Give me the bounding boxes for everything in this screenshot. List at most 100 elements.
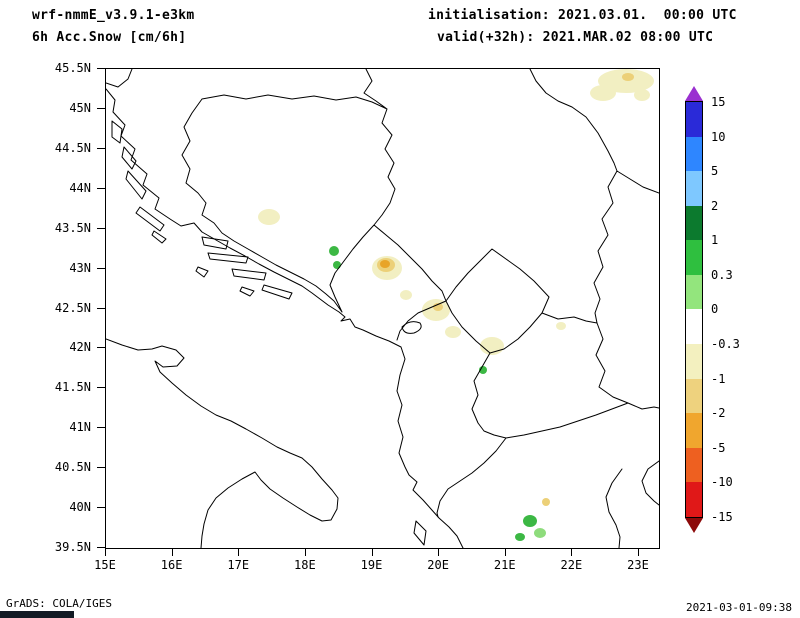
lat-label: 41.5N: [54, 380, 91, 395]
lat-label: 43.5N: [54, 220, 91, 235]
colorbar-label: -5: [711, 440, 726, 455]
lat-label: 40N: [69, 500, 91, 515]
lon-tick: [238, 548, 240, 556]
colorbar-segment: [686, 378, 702, 414]
lat-tick: [97, 467, 105, 469]
lat-label: 42.5N: [54, 300, 91, 315]
snow-patch: [329, 246, 339, 256]
init-time-label: initialisation: 2021.03.01. 00:00 UTC: [428, 8, 737, 23]
lat-label: 44N: [69, 180, 91, 195]
snow-patch: [634, 89, 650, 101]
snow-shaded-patches: [258, 69, 654, 541]
colorbar-segment: [686, 413, 702, 448]
lon-label: 22E: [560, 558, 583, 572]
colorbar-segment: [686, 309, 702, 345]
lat-tick: [97, 187, 105, 189]
colorbar-label: 10: [711, 129, 726, 144]
colorbar-label: 15: [711, 95, 726, 109]
colorbar-label: 1: [711, 233, 719, 248]
lon-label: 16E: [160, 558, 183, 572]
lon-label: 23E: [627, 558, 649, 572]
snow-patch: [445, 326, 461, 338]
lon-label: 21E: [493, 558, 516, 572]
lon-tick: [171, 548, 173, 556]
lon-label: 15E: [94, 558, 116, 572]
model-title: wrf-nmmE_v3.9.1-e3km: [32, 8, 195, 23]
lon-tick: [438, 548, 440, 556]
colorbar-label: -1: [711, 371, 726, 386]
colorbar-segment: [686, 171, 702, 206]
coastline-adriatic-east: [106, 88, 464, 548]
adriatic-islands: [111, 120, 427, 546]
lat-label: 41N: [69, 420, 91, 435]
lat-label: 40.5N: [54, 460, 91, 475]
grads-credit: GrADS: COLA/IGES: [6, 597, 112, 610]
lat-label: 45N: [69, 100, 91, 115]
lat-tick: [97, 307, 105, 309]
snow-patch: [523, 515, 537, 527]
coastline-aegean-gulf: [605, 460, 659, 548]
lon-tick: [638, 548, 639, 556]
lat-tick: [97, 227, 105, 229]
lat-tick: [97, 107, 105, 109]
colorbar-segment: [686, 240, 702, 275]
lat-tick: [97, 347, 105, 349]
lake-skadar: [401, 321, 422, 334]
map-frame: [105, 68, 660, 549]
colorbar-label: -0.3: [711, 337, 740, 352]
colorbar-legend: 15 10 5 2 1 0.3 0 -0.3 -1 -2 -5 -10 -15: [685, 86, 755, 533]
snow-patch: [556, 322, 566, 330]
colorbar-segment: [686, 344, 702, 379]
colorbar-segment: [686, 136, 702, 172]
lat-label: 44.5N: [54, 140, 91, 155]
lat-tick: [97, 387, 105, 389]
lon-tick: [371, 548, 373, 556]
valid-time-label: valid(+32h): 2021.MAR.02 08:00 UTC: [437, 30, 714, 45]
snow-patch: [622, 73, 634, 81]
lon-tick: [504, 548, 506, 556]
lon-label: 20E: [427, 558, 449, 572]
colorbar-label: 2: [711, 198, 719, 213]
lat-label: 43N: [69, 260, 91, 275]
snow-patch: [534, 528, 546, 538]
lat-label: 39.5N: [54, 540, 91, 554]
snow-patch: [400, 290, 412, 300]
lat-label: 45.5N: [54, 61, 91, 75]
snow-patch: [590, 85, 616, 101]
country-borders: [106, 69, 659, 518]
lat-axis-ticks: [97, 68, 105, 548]
lat-tick: [97, 427, 105, 429]
colorbar-segment: [686, 102, 702, 137]
snow-patch: [515, 533, 525, 541]
field-title: 6h Acc.Snow [cm/6h]: [32, 30, 187, 45]
lon-label: 19E: [360, 558, 383, 572]
lon-tick: [304, 548, 306, 556]
colorbar-label: -15: [711, 509, 733, 524]
colorbar-arrow-down-icon: [685, 517, 703, 533]
colorbar-segment: [686, 447, 702, 483]
snow-patch: [258, 209, 280, 225]
colorbar-scale: [685, 101, 703, 518]
colorbar-arrow-up-icon: [685, 86, 703, 101]
colorbar-segment: [686, 205, 702, 241]
snow-patch: [333, 261, 341, 269]
lon-axis-labels: 15E 16E 17E 18E 19E 20E 21E 22E 23E: [94, 558, 659, 574]
lat-tick: [97, 267, 105, 269]
coastline-italy: [106, 338, 339, 548]
lat-tick: [97, 547, 105, 548]
snow-patch: [598, 69, 654, 93]
lon-label: 18E: [294, 558, 316, 572]
colorbar-label: -2: [711, 406, 726, 421]
lat-tick: [97, 147, 105, 149]
corner-bar-artifact: [0, 611, 74, 618]
lon-label: 17E: [227, 558, 250, 572]
lat-tick: [97, 68, 105, 69]
lat-tick: [97, 507, 105, 509]
balkans-map: [106, 69, 659, 548]
colorbar-label: 0.3: [711, 267, 733, 282]
generation-timestamp: 2021-03-01-09:38: [686, 601, 792, 614]
snow-patch: [380, 260, 390, 268]
lon-tick: [105, 548, 106, 556]
colorbar-label: -10: [711, 475, 733, 490]
